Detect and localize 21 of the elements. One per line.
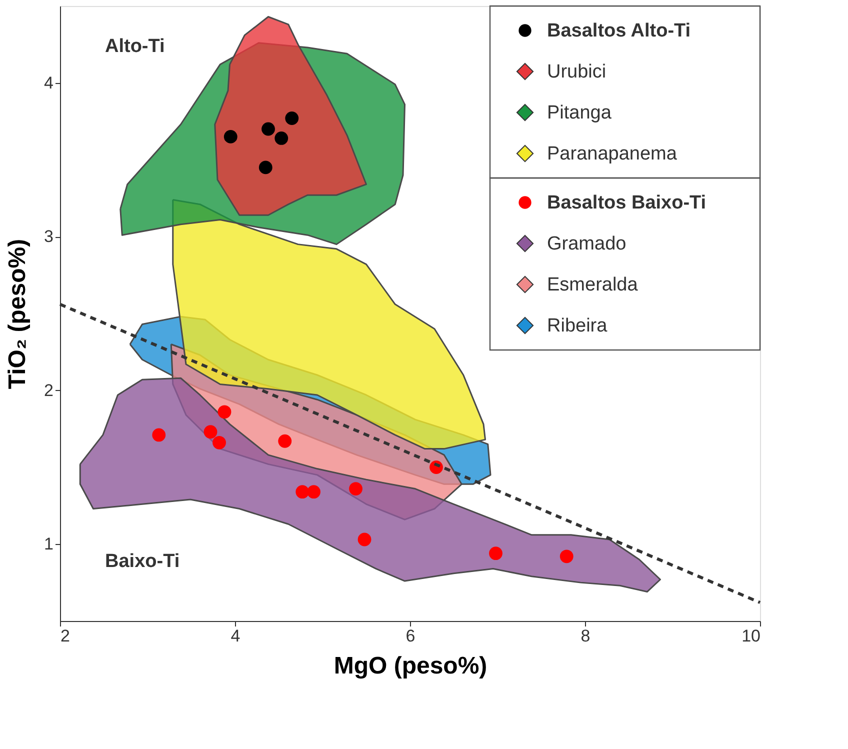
legend-label: Urubici [547,62,606,82]
y-tick-label: 3 [44,227,54,246]
legend-label: Esmeralda [547,274,638,296]
y-tick-label: 2 [44,380,54,400]
x-tick-label: 2 [60,626,70,646]
legend-label: Basaltos Baixo-Ti [547,192,706,214]
legend-label: Basaltos Alto-Ti [547,20,691,42]
annotation: Alto-Ti [105,36,165,57]
y-tick-label: 1 [44,534,54,554]
annotation: Baixo-Ti [105,551,180,572]
legend-label: Pitanga [547,102,612,124]
legend-label: Ribeira [547,316,608,336]
x-tick-label: 10 [742,626,760,646]
x-tick-label: 6 [406,626,416,646]
legend-label: Gramado [547,234,626,254]
x-tick-label: 4 [230,626,240,646]
legend-label: Paranapanema [547,144,678,164]
y-tick-label: 4 [44,73,54,92]
x-tick-label: 8 [580,626,590,646]
y-axis-title: TiO₂ (peso%) [4,238,32,390]
x-axis-title: MgO (peso%) [334,652,488,680]
